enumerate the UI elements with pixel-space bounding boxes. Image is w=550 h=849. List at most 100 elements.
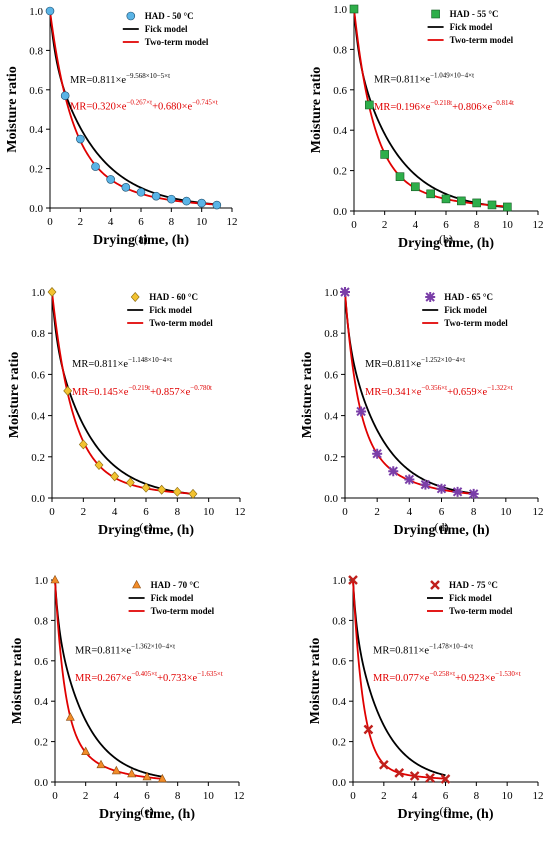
data-point <box>81 746 91 756</box>
x-tick-label: 12 <box>533 219 544 231</box>
y-axis-title: Moisture ratio <box>309 67 324 153</box>
panel-caption: (a) <box>134 232 147 246</box>
y-tick-label: 0.2 <box>34 737 48 749</box>
x-tick-label: 10 <box>500 506 512 518</box>
legend-twoterm-label: Two-term model <box>145 37 209 47</box>
data-point <box>378 759 389 770</box>
x-tick-label: 6 <box>143 506 149 518</box>
fick-equation: MR=0.811×e−1.252×10−4×t <box>365 356 465 370</box>
y-axis-title: Moisture ratio <box>300 352 315 438</box>
x-tick-label: 2 <box>381 790 387 802</box>
y-axis-title: Moisture ratio <box>5 66 20 152</box>
data-point <box>141 482 151 493</box>
data-point <box>395 172 405 181</box>
fick-model-line <box>51 291 194 495</box>
data-point <box>136 187 146 197</box>
data-point <box>365 100 374 110</box>
data-point <box>441 194 451 204</box>
legend-series-label: HAD - 75 °C <box>449 580 498 590</box>
x-tick-label: 12 <box>234 790 245 802</box>
legend-marker <box>425 292 436 302</box>
x-tick-label: 8 <box>474 790 480 802</box>
y-tick-label: 0.4 <box>29 124 43 136</box>
panel-caption: (f) <box>440 804 452 818</box>
two-term-equation: MR=0.341×e−0.356×t+0.659×e−1.322×t <box>365 384 513 398</box>
fick-equation: MR=0.811×e−1.478×10−4×t <box>373 643 473 657</box>
y-tick-label: 0.6 <box>324 369 338 381</box>
legend-fick-label: Fick model <box>449 593 492 603</box>
two-term-equation: MR=0.320×e−0.267×t+0.680×e−0.745×t <box>70 99 218 113</box>
legend-fick-label: Fick model <box>145 24 188 34</box>
x-tick-label: 2 <box>382 219 388 231</box>
y-tick-label: 0.4 <box>324 411 338 423</box>
panel-caption: (b) <box>439 232 453 246</box>
data-point <box>157 484 167 495</box>
data-point <box>426 189 435 199</box>
x-tick-label: 2 <box>81 506 87 518</box>
x-tick-label: 4 <box>407 506 413 518</box>
data-point <box>440 774 451 784</box>
two-term-equation: MR=0.267×e−0.405×t+0.733×e−1.635×t <box>75 670 223 684</box>
data-point <box>348 575 358 585</box>
y-tick-label: 0.2 <box>31 452 45 464</box>
data-point <box>487 200 497 210</box>
y-tick-label: 0.6 <box>34 656 48 668</box>
x-tick-label: 10 <box>203 790 215 802</box>
data-point <box>436 483 447 494</box>
data-point <box>172 486 182 497</box>
legend-fick-label: Fick model <box>149 305 192 315</box>
legend-marker <box>431 9 440 19</box>
legend-marker <box>130 292 140 302</box>
data-point <box>167 194 176 204</box>
x-tick-label: 0 <box>342 506 348 518</box>
data-point <box>468 488 479 499</box>
y-tick-label: 1.0 <box>333 4 347 16</box>
x-tick-label: 4 <box>412 790 418 802</box>
legend-twoterm-label: Two-term model <box>449 606 513 616</box>
data-point <box>121 183 131 192</box>
data-point <box>409 771 420 781</box>
x-tick-label: 10 <box>203 506 215 518</box>
data-point <box>380 150 389 159</box>
y-tick-label: 0.8 <box>324 328 338 340</box>
y-tick-label: 0.6 <box>31 369 45 381</box>
x-tick-label: 0 <box>47 216 53 228</box>
x-tick-label: 6 <box>144 790 150 802</box>
y-tick-label: 0.2 <box>333 166 347 178</box>
x-tick-label: 4 <box>413 219 419 231</box>
x-tick-label: 0 <box>351 219 357 231</box>
x-axis-title: Drying time, (h) <box>397 807 493 822</box>
data-point <box>340 287 350 297</box>
y-tick-label: 0.8 <box>332 615 346 627</box>
chart-panel-e: 0 2 4 6 8 10 12 0.0 0.2 0.4 0.6 0.8 1.0 Drying time, … <box>10 574 245 822</box>
x-tick-label: 12 <box>235 506 246 518</box>
y-tick-label: 0.0 <box>333 206 347 218</box>
data-point <box>425 773 435 783</box>
data-point <box>420 479 431 490</box>
y-axis-title: Moisture ratio <box>308 638 323 724</box>
data-point <box>91 162 100 171</box>
chart-panel-f: 0 2 4 6 8 10 12 0.0 0.2 0.4 0.6 0.8 1.0 Drying time, … <box>308 575 544 822</box>
x-tick-label: 2 <box>83 790 89 802</box>
data-point <box>142 771 152 781</box>
legend-twoterm-label: Two-term model <box>444 318 508 328</box>
y-tick-label: 0.0 <box>29 203 43 215</box>
data-point <box>394 768 405 778</box>
x-tick-label: 4 <box>112 506 118 518</box>
x-tick-label: 10 <box>502 790 514 802</box>
panel-caption: (e) <box>140 804 153 818</box>
x-tick-label: 2 <box>374 506 380 518</box>
legend-series-label: HAD - 70 °C <box>151 580 200 590</box>
data-point <box>111 765 121 775</box>
y-tick-label: 1.0 <box>29 6 43 18</box>
data-point <box>411 182 420 192</box>
legend-marker <box>126 11 136 21</box>
y-tick-label: 0.6 <box>29 85 43 97</box>
data-point <box>96 759 106 769</box>
chart-panel-c: 0 2 4 6 8 10 12 0.0 0.2 0.4 0.6 0.8 1.0 Drying time, … <box>7 287 246 538</box>
data-point <box>457 196 466 206</box>
two-term-equation: MR=0.145×e−0.219t+0.857×e−0.780t <box>72 384 212 398</box>
data-point <box>404 474 415 485</box>
legend-twoterm-label: Two-term model <box>149 318 213 328</box>
